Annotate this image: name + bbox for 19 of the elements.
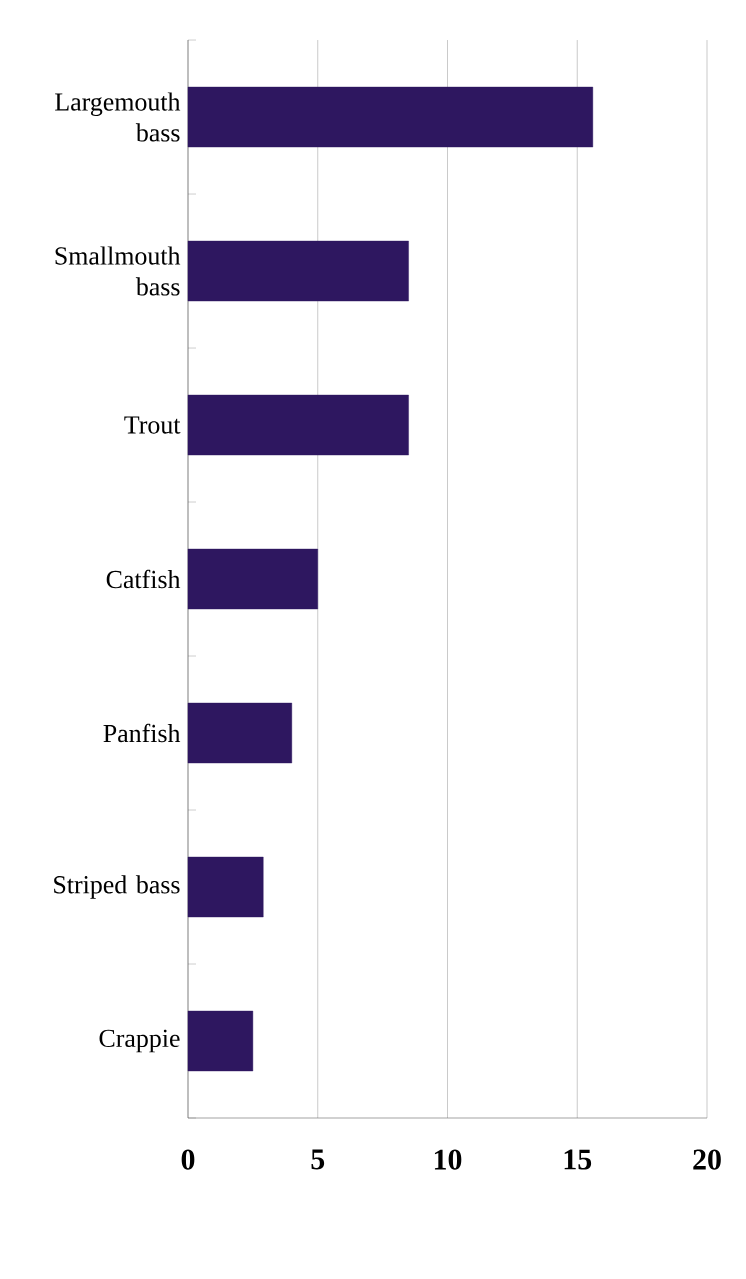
x-tick-label: 20 (693, 1149, 721, 1170)
y-tick-label: Trout (124, 416, 181, 434)
y-tick-label: Smallmouth bass (55, 246, 181, 296)
y-tick-label: Largemouth bass (55, 92, 181, 142)
bar (187, 394, 409, 456)
y-tick-label: Crappie (99, 1029, 180, 1053)
y-tick-label: Catfish (106, 569, 181, 589)
x-tick-label: 10 (434, 1149, 462, 1170)
y-tick-label: Panfish (103, 723, 181, 743)
bar (187, 240, 409, 302)
bar (187, 856, 264, 918)
y-tick-label: Striped bass (54, 875, 180, 899)
x-tick-label: 15 (564, 1149, 592, 1170)
x-tick-label: 5 (311, 1149, 325, 1170)
bar (187, 548, 318, 610)
x-tick-label: 0 (181, 1149, 195, 1170)
bar (187, 1010, 254, 1072)
bar (187, 702, 292, 764)
bar (187, 86, 594, 148)
